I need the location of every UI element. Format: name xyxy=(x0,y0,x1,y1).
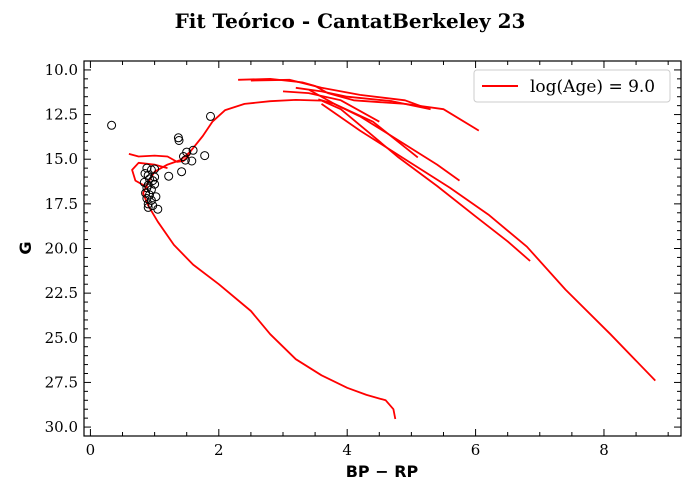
y-tick-label: 10.0 xyxy=(45,61,78,79)
star-point-5 xyxy=(188,145,198,155)
legend: log(Age) = 9.0 xyxy=(473,69,671,103)
isochrone-segment-4 xyxy=(250,78,425,109)
x-axis-ticks: 0 2 4 6 8 xyxy=(86,61,669,459)
y-axis-ticks: 10.0 12.5 15.0 17.5 20.0 22.5 25.0 27.5 30.0 xyxy=(45,61,681,436)
y-tick-label: 15.0 xyxy=(45,150,78,168)
plot-area xyxy=(83,60,682,437)
star-point-3 xyxy=(174,136,184,145)
star-point-32 xyxy=(143,202,153,212)
x-tick-label: 6 xyxy=(471,441,481,459)
x-axis-label: BP − RP xyxy=(346,462,419,481)
x-tick-label: 2 xyxy=(214,441,224,459)
x-tick-label: 0 xyxy=(86,441,96,459)
star-point-10 xyxy=(177,167,187,177)
star-point-4 xyxy=(200,151,210,161)
x-tick-label: 4 xyxy=(342,441,352,459)
chart-title: Fit Teórico - CantatBerkeley 23 xyxy=(175,9,526,33)
y-tick-label: 27.5 xyxy=(45,373,78,391)
star-point-8 xyxy=(180,155,190,165)
isochrone-segment-1 xyxy=(128,152,191,163)
y-tick-label: 25.0 xyxy=(45,329,78,347)
isochrone-lines xyxy=(128,78,656,420)
y-tick-label: 30.0 xyxy=(45,418,78,436)
plot-frame xyxy=(83,60,682,437)
star-point-9 xyxy=(187,156,197,166)
isochrone-segment-7 xyxy=(320,103,656,382)
y-tick-label: 12.5 xyxy=(45,106,78,124)
star-point-0 xyxy=(107,120,117,130)
y-tick-label: 22.5 xyxy=(45,284,78,302)
y-tick-label: 17.5 xyxy=(45,195,78,213)
x-tick-label: 8 xyxy=(599,441,609,459)
isochrone-segment-9 xyxy=(282,90,380,123)
y-axis-label: G xyxy=(16,241,35,254)
isochrone-segment-5 xyxy=(295,86,431,111)
y-tick-label: 20.0 xyxy=(45,240,78,258)
legend-box xyxy=(473,69,671,103)
isochrone-segment-0 xyxy=(142,99,531,420)
star-point-1 xyxy=(206,111,215,121)
star-point-33 xyxy=(153,204,163,214)
star-point-28 xyxy=(142,194,152,203)
star-point-12 xyxy=(142,163,152,173)
star-point-11 xyxy=(164,171,174,181)
star-point-30 xyxy=(143,199,153,209)
legend-label: log(Age) = 9.0 xyxy=(530,77,655,97)
star-point-22 xyxy=(150,179,160,189)
star-points xyxy=(107,111,215,214)
isochrone-segment-6 xyxy=(318,98,461,182)
